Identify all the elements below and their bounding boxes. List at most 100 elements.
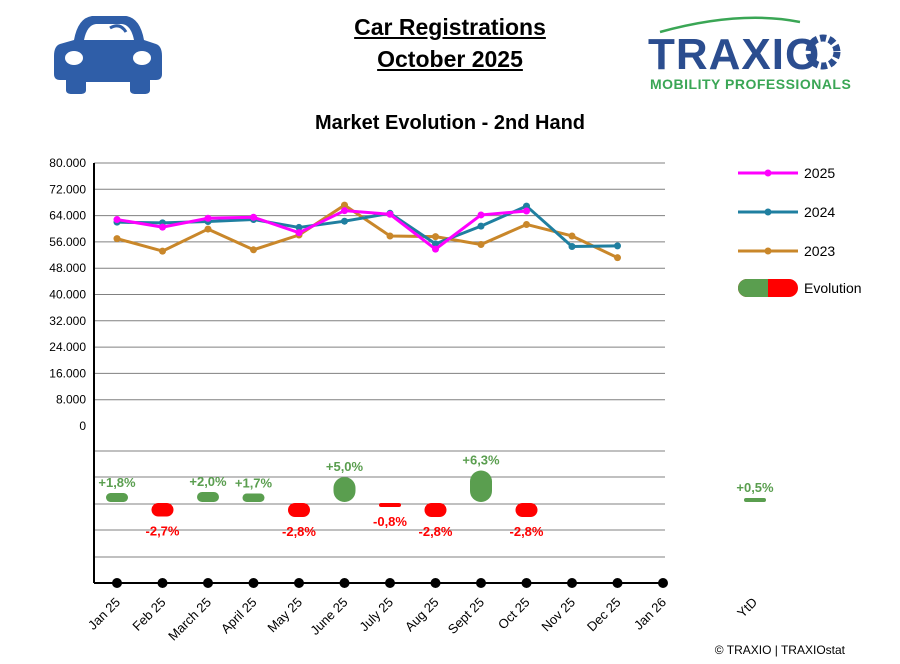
- series-point-2025: [204, 214, 212, 222]
- legend-swatch-evolution: [738, 279, 798, 297]
- series-point-2025: [295, 229, 303, 237]
- evolution-bar: [242, 493, 265, 502]
- series-point-2023: [204, 225, 212, 233]
- evolution-bar: [151, 503, 174, 517]
- series-point-2025: [159, 223, 166, 231]
- x-axis-tick-dot: [294, 578, 304, 588]
- evolution-label: +1,8%: [98, 475, 136, 490]
- y-tick-label: 40.000: [49, 288, 86, 302]
- evolution-label: -0,8%: [373, 514, 407, 529]
- x-tick-label: March 25: [165, 595, 214, 644]
- evolution-bar: [470, 470, 492, 502]
- y-tick-label: 56.000: [49, 235, 86, 249]
- series-line-2024: [116, 204, 618, 249]
- x-tick-label: Jan 25: [85, 595, 123, 633]
- x-tick-label: Jan 26: [631, 595, 669, 633]
- x-tick-label: Feb 25: [129, 595, 168, 634]
- ytd-evolution-label: +0,5%: [736, 480, 774, 495]
- x-axis-tick-dot: [157, 578, 168, 588]
- x-tick-label: Nov 25: [538, 595, 578, 635]
- series-line-2025: [116, 209, 527, 251]
- evolution-bar: [515, 503, 538, 517]
- evolution-bar: [106, 493, 128, 502]
- evolution-label: -2,8%: [282, 524, 316, 539]
- evolution-bar: [333, 477, 356, 502]
- series-point-2025: [250, 213, 257, 221]
- series-point-2023: [477, 241, 485, 249]
- y-tick-label: 48.000: [49, 261, 86, 275]
- x-axis-tick-dot: [385, 578, 395, 588]
- evolution-label: +5,0%: [326, 459, 364, 474]
- x-axis-tick-dot: [430, 578, 441, 588]
- x-tick-label: April 25: [218, 595, 260, 637]
- legend-swatch-2024: [738, 208, 798, 216]
- series-point-2023: [432, 233, 439, 241]
- x-axis-tick-dot: [248, 578, 259, 588]
- y-tick-label: 80.000: [49, 156, 86, 170]
- series-point-2023: [250, 246, 257, 254]
- evolution-bar: [424, 503, 447, 517]
- series-point-2023: [568, 232, 576, 240]
- evolution-label: -2,8%: [510, 524, 544, 539]
- series-point-2023: [113, 235, 121, 243]
- x-tick-label: Sept 25: [445, 595, 487, 637]
- evolution-label: +2,0%: [189, 474, 227, 489]
- series-line-2023: [116, 203, 619, 260]
- page-title-line2: October 2025: [377, 46, 523, 72]
- x-axis-tick-dot: [612, 578, 623, 588]
- chart-title: Market Evolution - 2nd Hand: [314, 112, 586, 134]
- y-tick-label: 16.000: [49, 366, 86, 380]
- series-point-2025: [386, 210, 394, 218]
- traxio-logo: TRAXIO MOBILITY PROFESSIONALS: [640, 8, 855, 100]
- series-point-2025: [477, 211, 485, 219]
- x-axis-tick-dot: [112, 578, 122, 588]
- series-point-2025: [341, 207, 348, 215]
- y-tick-label: 64.000: [49, 209, 86, 223]
- series-point-2024: [614, 242, 621, 250]
- logo-name: TRAXIO: [648, 30, 821, 79]
- y-tick-label: 24.000: [49, 340, 86, 354]
- evolution-label: +6,3%: [462, 453, 500, 468]
- evolution-bar: [288, 503, 310, 517]
- series-point-2023: [386, 232, 394, 240]
- y-tick-label: 0: [79, 419, 86, 433]
- x-axis-tick-dot: [203, 578, 213, 588]
- series-point-2024: [568, 243, 576, 251]
- x-axis-tick-dot: [339, 578, 350, 588]
- series-point-2024: [477, 222, 485, 230]
- series-point-2024: [341, 217, 348, 225]
- evolution-bar: [197, 492, 219, 502]
- logo-tagline: MOBILITY PROFESSIONALS: [650, 76, 852, 92]
- legend-item-evolution: Evolution: [738, 278, 888, 298]
- x-axis-tick-dot: [658, 578, 668, 588]
- legend-label-2023: 2023: [804, 243, 836, 259]
- x-axis-tick-dot: [567, 578, 577, 588]
- y-tick-label: 72.000: [49, 182, 86, 196]
- page-title-line1: Car Registrations: [354, 14, 546, 40]
- copyright: © TRAXIO | TRAXIOstat: [714, 643, 845, 657]
- x-tick-label: Aug 25: [402, 595, 442, 635]
- evolution-label: +1,7%: [235, 476, 273, 491]
- legend-label-2025: 2025: [804, 165, 836, 181]
- x-tick-label: July 25: [356, 595, 396, 635]
- x-tick-label: June 25: [307, 595, 350, 638]
- series-point-2025: [523, 207, 530, 215]
- x-tick-label: Dec 25: [584, 595, 624, 635]
- legend-label-2024: 2024: [804, 204, 836, 220]
- x-tick-label: Oct 25: [495, 595, 533, 633]
- evolution-bar: [379, 503, 401, 507]
- ytd-axis-label: YtD: [734, 595, 760, 621]
- car-icon: [54, 16, 162, 94]
- x-axis-tick-dot: [476, 578, 486, 588]
- x-axis-tick-dot: [521, 578, 532, 588]
- legend-swatch-2023: [738, 247, 798, 255]
- legend-item-2024: 2024: [738, 202, 888, 222]
- legend-item-2023: 2023: [738, 241, 888, 261]
- series-point-2023: [614, 254, 621, 262]
- series-point-2023: [523, 220, 530, 228]
- series-point-2023: [159, 247, 166, 255]
- x-tick-label: May 25: [264, 595, 305, 636]
- legend-item-2025: 2025: [738, 163, 888, 183]
- series-point-2024: [295, 223, 303, 231]
